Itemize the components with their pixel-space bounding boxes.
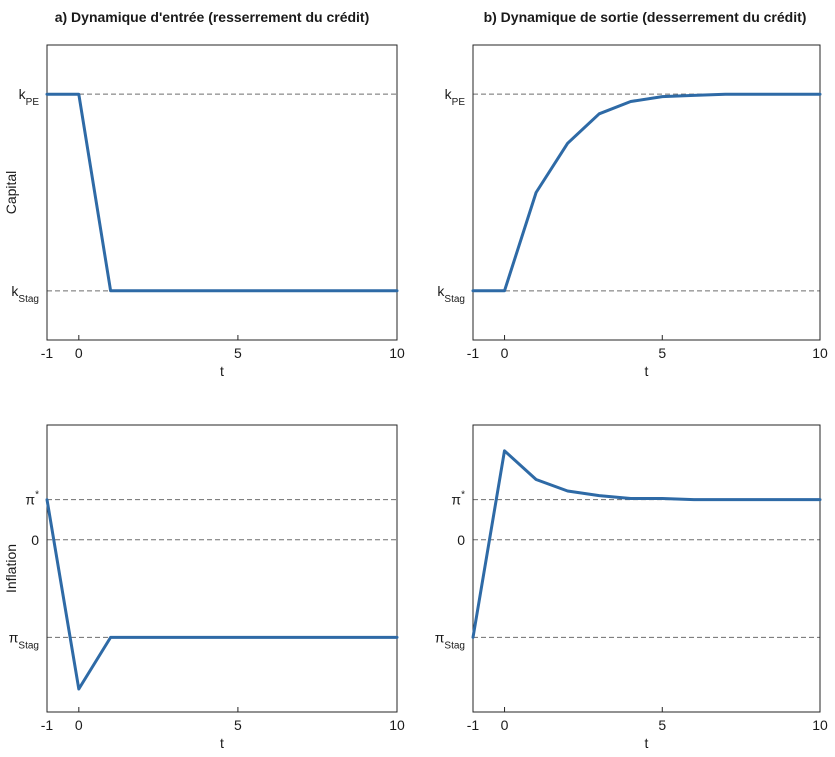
panel-1-x-axis-label: t <box>645 363 649 379</box>
panel-1-x-tick-label-3: 10 <box>812 345 828 361</box>
panel-2-y-tick-base-1: 0 <box>31 532 39 548</box>
panel-0-y-axis-label: Capital <box>3 171 19 215</box>
panel-1-x-tick-label-1: 0 <box>501 345 509 361</box>
panel-2-x-tick-label-3: 10 <box>389 717 405 733</box>
panel-0-series-line <box>45 92 399 293</box>
panel-2-x-tick-label-0: -1 <box>41 717 54 733</box>
panel-2-series-line <box>45 498 399 691</box>
panel-2-y-tick-label-1: 0 <box>31 532 39 548</box>
panel-1-y-tick-base-0: k <box>445 86 453 102</box>
panel-3-y-tick-base-0: π <box>451 492 461 508</box>
panel-3-y-tick-base-1: 0 <box>457 532 465 548</box>
panel-1-series-line <box>471 92 822 293</box>
panel-2-axes-frame <box>46 424 398 713</box>
panel-2-x-tick-label-1: 0 <box>75 717 83 733</box>
panel-1: b) Dynamique de sortie (desserrement du … <box>437 9 828 379</box>
panel-0-x-tick-label-1: 0 <box>75 345 83 361</box>
panel-0-x-tick-label-0: -1 <box>41 345 54 361</box>
panel-0-x-tick-label-2: 5 <box>234 345 242 361</box>
panel-2-x-axis-label: t <box>220 735 224 751</box>
panel-1-y-tick-sub-0: PE <box>452 97 466 108</box>
panel-0-y-tick-label-0: kPE <box>19 86 40 108</box>
panel-2-x-tick-label-2: 5 <box>234 717 242 733</box>
panel-2-y-tick-base-2: π <box>9 629 19 645</box>
panel-0: a) Dynamique d'entrée (resserrement du c… <box>3 9 405 379</box>
panel-0-y-tick-base-0: k <box>19 86 27 102</box>
panel-1-y-tick-label-0: kPE <box>445 86 466 108</box>
panel-2-y-tick-sub-2: Stag <box>18 640 39 651</box>
panel-3-x-tick-label-0: -1 <box>467 717 480 733</box>
panel-1-x-tick-label-0: -1 <box>467 345 480 361</box>
panel-3-x-axis-label: t <box>645 735 649 751</box>
panel-3-x-tick-label-2: 5 <box>658 717 666 733</box>
panel-3-y-tick-label-1: 0 <box>457 532 465 548</box>
panel-3-x-tick-label-3: 10 <box>812 717 828 733</box>
panel-3-y-tick-label-0: π* <box>451 490 465 508</box>
panel-0-y-tick-sub-1: Stag <box>18 294 39 305</box>
panel-0-x-tick-label-3: 10 <box>389 345 405 361</box>
panel-2-y-tick-sup-0: * <box>35 490 39 501</box>
panel-1-x-tick-label-2: 5 <box>658 345 666 361</box>
panel-0-y-tick-base-1: k <box>11 283 19 299</box>
panel-2-y-tick-base-0: π <box>25 492 35 508</box>
panel-3-x-tick-label-1: 0 <box>501 717 509 733</box>
panel-1-axes-frame <box>472 44 821 341</box>
panel-0-axes-frame <box>46 44 398 341</box>
panel-2-y-tick-label-2: πStag <box>9 629 39 651</box>
panel-3-axes-frame <box>472 424 821 713</box>
panel-3-y-tick-base-2: π <box>435 629 445 645</box>
panel-3-y-tick-sup-0: * <box>461 490 465 501</box>
panel-0-y-tick-sub-0: PE <box>26 97 40 108</box>
panel-1-title: b) Dynamique de sortie (desserrement du … <box>484 9 807 25</box>
panel-2-y-tick-label-0: π* <box>25 490 39 508</box>
panel-1-y-tick-sub-1: Stag <box>444 294 465 305</box>
panel-0-title: a) Dynamique d'entrée (resserrement du c… <box>55 9 370 25</box>
panel-3-series-line <box>471 449 822 639</box>
panel-2-y-axis-label: Inflation <box>3 544 19 593</box>
panel-0-y-tick-label-1: kStag <box>11 283 39 305</box>
panel-1-y-tick-label-1: kStag <box>437 283 465 305</box>
panel-0-x-axis-label: t <box>220 363 224 379</box>
panel-3-y-tick-sub-2: Stag <box>444 640 465 651</box>
panel-3-y-tick-label-2: πStag <box>435 629 465 651</box>
panel-1-y-tick-base-1: k <box>437 283 445 299</box>
